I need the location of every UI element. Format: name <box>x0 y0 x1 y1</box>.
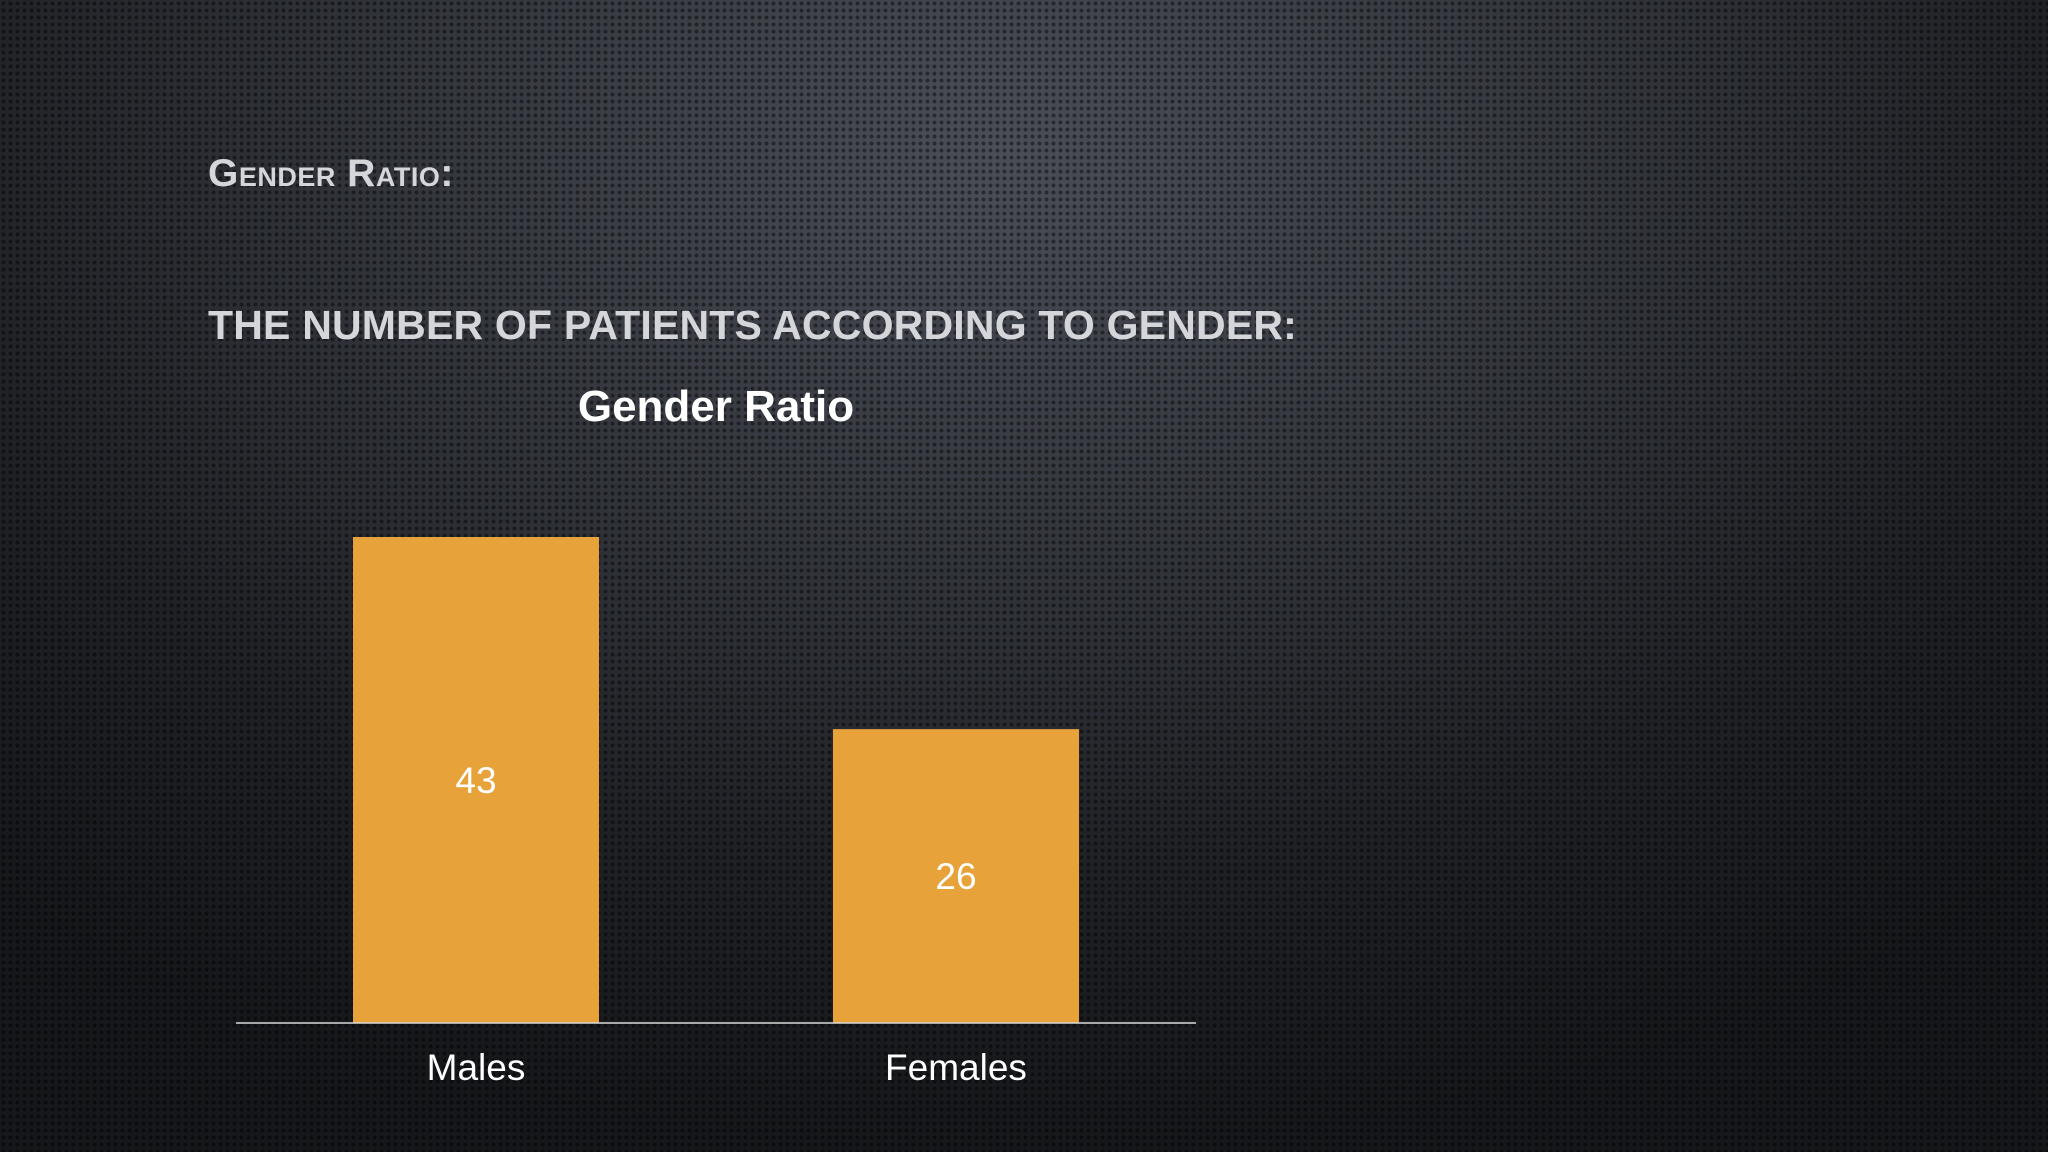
data-label-males: 43 <box>455 760 496 801</box>
slide-subtitle: THE NUMBER OF PATIENTS ACCORDING TO GEND… <box>208 302 1298 348</box>
bars-group: 43 26 <box>353 537 1079 1023</box>
bar-males <box>353 537 599 1023</box>
x-tick-label-females: Females <box>885 1047 1027 1088</box>
x-tick-label-males: Males <box>427 1047 526 1088</box>
slide-title: Gender Ratio: <box>208 152 454 195</box>
labels-group: Males Females <box>427 1047 1027 1088</box>
bar-females <box>833 729 1079 1023</box>
chart-title: Gender Ratio <box>578 382 854 431</box>
data-label-females: 26 <box>935 856 976 897</box>
